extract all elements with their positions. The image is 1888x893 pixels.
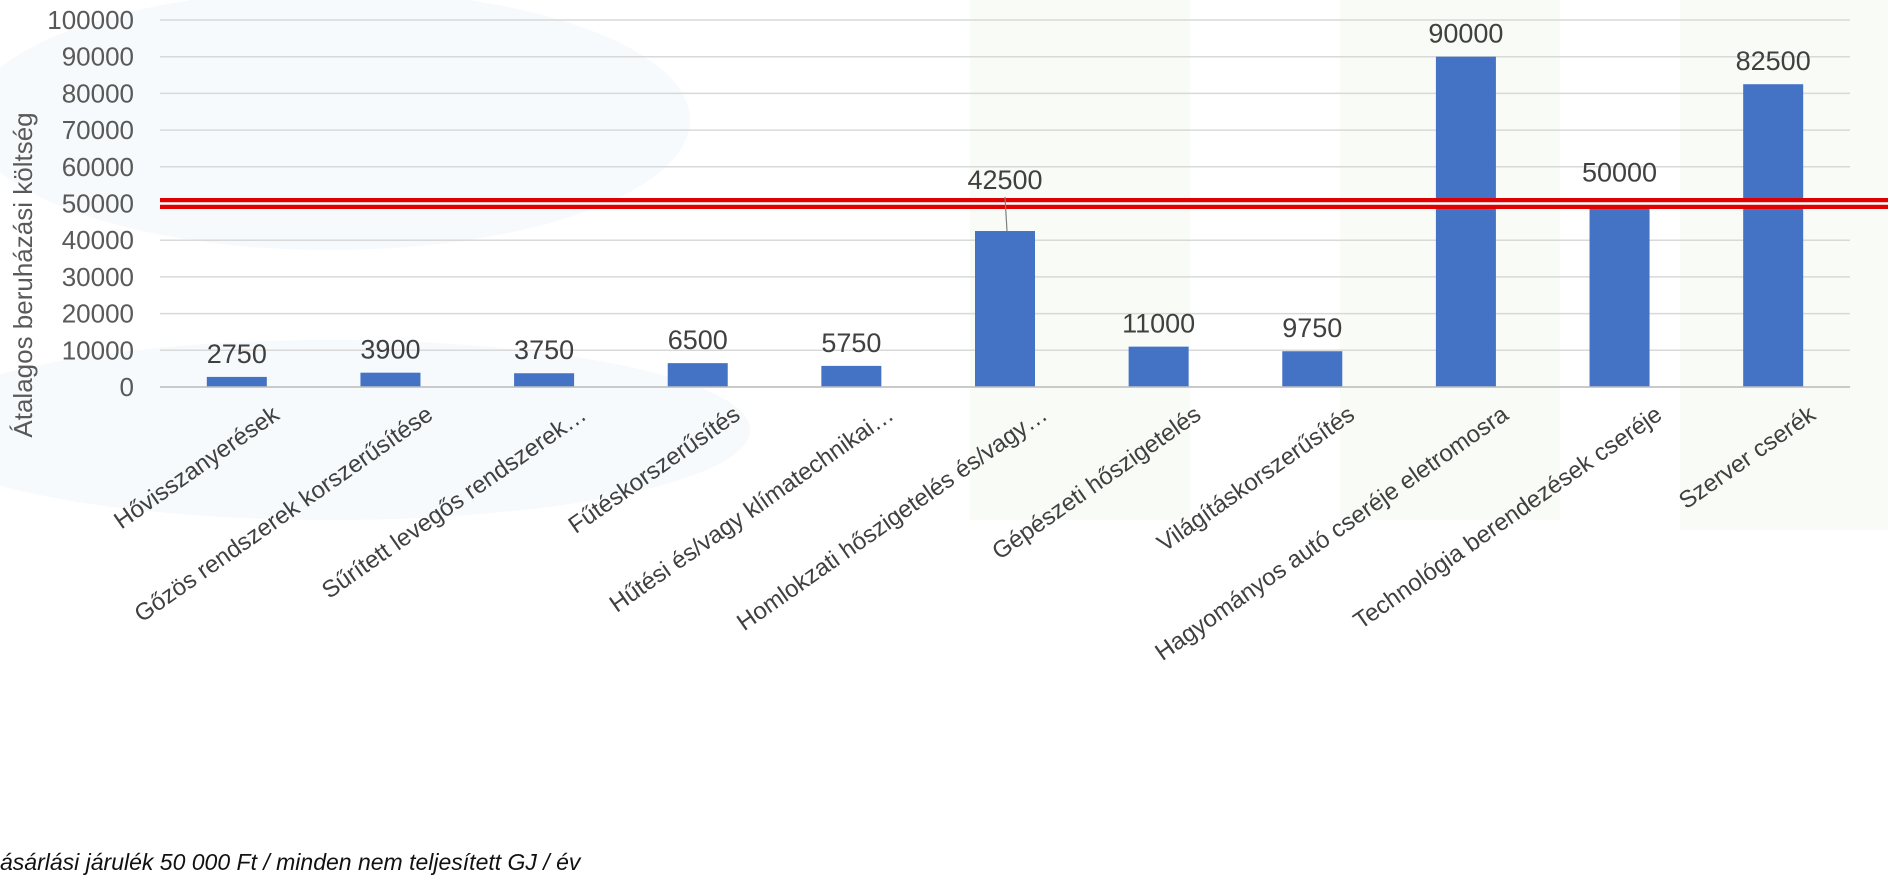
footnote: ásárlási járulék 50 000 Ft / minden nem … [0, 849, 582, 875]
y-tick-label: 90000 [62, 42, 134, 72]
y-axis-label: Átalagos beruházási költség [8, 112, 38, 437]
bar [514, 373, 575, 387]
leader-line [1004, 196, 1008, 232]
y-tick-label: 30000 [62, 262, 134, 292]
bar [1435, 56, 1496, 387]
bars [160, 56, 1850, 388]
data-label: 3900 [360, 335, 420, 365]
y-tick-label: 20000 [62, 299, 134, 329]
data-label: 50000 [1582, 158, 1657, 188]
y-tick-label: 60000 [62, 152, 134, 182]
bar [360, 372, 421, 387]
y-tick-label: 70000 [62, 115, 134, 145]
data-label: 82500 [1736, 46, 1811, 76]
y-tick-label: 40000 [62, 225, 134, 255]
y-tick-label: 100000 [47, 5, 134, 35]
bar [1282, 351, 1343, 387]
data-labels: 2750 3900 3750 6500 5750 42500 11000 9750 90000 5… [207, 19, 1811, 369]
data-label: 3750 [514, 335, 574, 365]
data-label: 5750 [821, 328, 881, 358]
bar [667, 363, 728, 387]
bar [1128, 346, 1189, 387]
bar [1589, 203, 1650, 387]
y-tick-label: 10000 [62, 335, 134, 365]
data-label: 6500 [668, 325, 728, 355]
y-axis-ticks: 0 10000 20000 30000 40000 50000 60000 70000 8000… [47, 5, 134, 402]
bar [821, 365, 882, 387]
data-label: 11000 [1122, 309, 1195, 339]
data-label: 90000 [1428, 19, 1503, 49]
y-tick-label: 0 [120, 372, 134, 402]
y-tick-label: 80000 [62, 78, 134, 108]
y-tick-label: 50000 [62, 189, 134, 219]
bar [1743, 84, 1804, 387]
data-label: 42500 [967, 165, 1042, 195]
data-label: 9750 [1282, 313, 1342, 343]
bar [206, 376, 267, 387]
bar [975, 231, 1035, 387]
data-label: 2750 [207, 339, 267, 369]
